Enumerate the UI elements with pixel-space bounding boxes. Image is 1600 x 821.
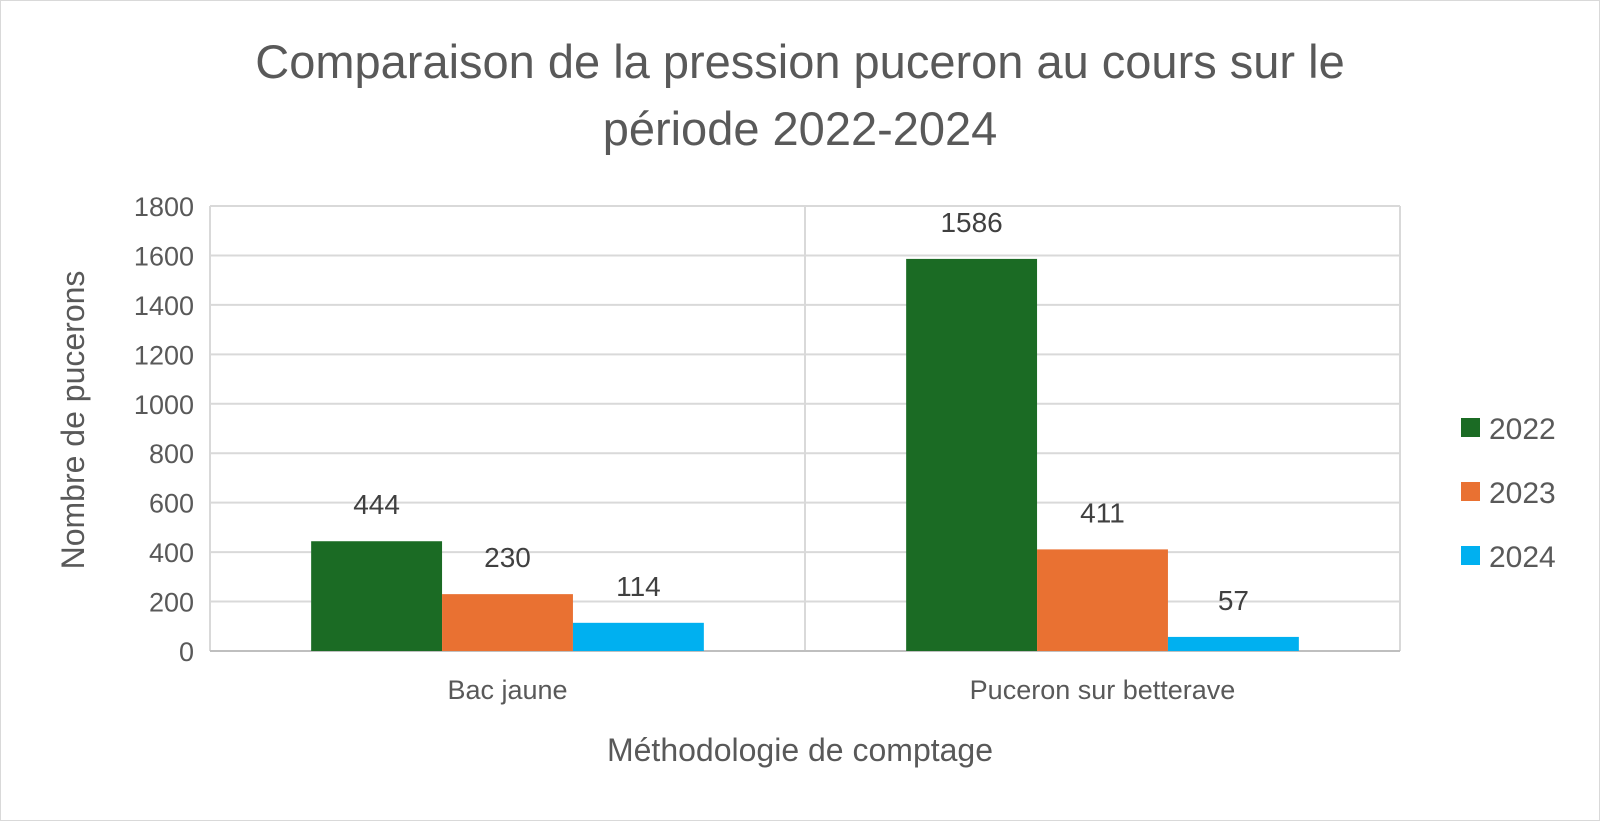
- bar-2024-2: [1167, 636, 1299, 651]
- data-label-2023-1: 230: [484, 542, 531, 573]
- y-tick-label-800: 800: [149, 439, 194, 469]
- legend-swatch-2024: [1461, 546, 1480, 565]
- chart-title: Comparaison de la pression puceron au co…: [255, 35, 1344, 155]
- data-label-2023-2: 411: [1080, 497, 1125, 528]
- x-axis-title: Méthodologie de comptage: [607, 732, 993, 768]
- x-tick-label-2: Puceron sur betterave: [970, 675, 1236, 705]
- y-tick-label-200: 200: [149, 588, 194, 618]
- y-axis-ticks: 0 200 400 600 800 1000 1200 1400 1600 1800: [134, 192, 194, 667]
- bar-2023-2: [1037, 549, 1168, 651]
- legend-label-2024: 2024: [1489, 541, 1556, 574]
- y-tick-label-1000: 1000: [134, 390, 194, 420]
- legend-label-2023: 2023: [1489, 477, 1556, 510]
- y-tick-label-600: 600: [149, 489, 194, 519]
- y-axis-title: Nombre de pucerons: [55, 271, 91, 570]
- legend-label-2022: 2022: [1489, 413, 1556, 446]
- data-label-2022-1: 444: [353, 489, 400, 520]
- y-tick-label-1600: 1600: [134, 241, 194, 271]
- data-labels: 444 230 114 1586 411 57: [353, 207, 1249, 616]
- y-tick-label-1800: 1800: [134, 192, 194, 222]
- legend-swatch-2023: [1461, 482, 1480, 501]
- y-tick-label-400: 400: [149, 538, 194, 568]
- legend-swatch-2022: [1461, 418, 1480, 437]
- x-tick-label-1: Bac jaune: [447, 675, 567, 705]
- bars: [311, 258, 1299, 651]
- x-axis-ticks: Bac jaune Puceron sur betterave: [447, 675, 1235, 705]
- data-label-2024-2: 57: [1218, 585, 1249, 616]
- bar-2022-2: [906, 258, 1038, 651]
- chart-title-line-2: période 2022-2024: [603, 102, 998, 155]
- data-label-2024-1: 114: [616, 571, 661, 602]
- legend: 2022 2023 2024: [1461, 413, 1556, 574]
- data-label-2022-2: 1586: [940, 207, 1002, 238]
- bar-2022-1: [311, 541, 443, 651]
- y-tick-label-0: 0: [179, 637, 194, 667]
- y-tick-label-1400: 1400: [134, 291, 194, 321]
- bar-2023-1: [442, 594, 573, 651]
- y-tick-label-1200: 1200: [134, 340, 194, 370]
- bar-2024-1: [572, 622, 704, 651]
- chart-title-line-1: Comparaison de la pression puceron au co…: [255, 35, 1344, 88]
